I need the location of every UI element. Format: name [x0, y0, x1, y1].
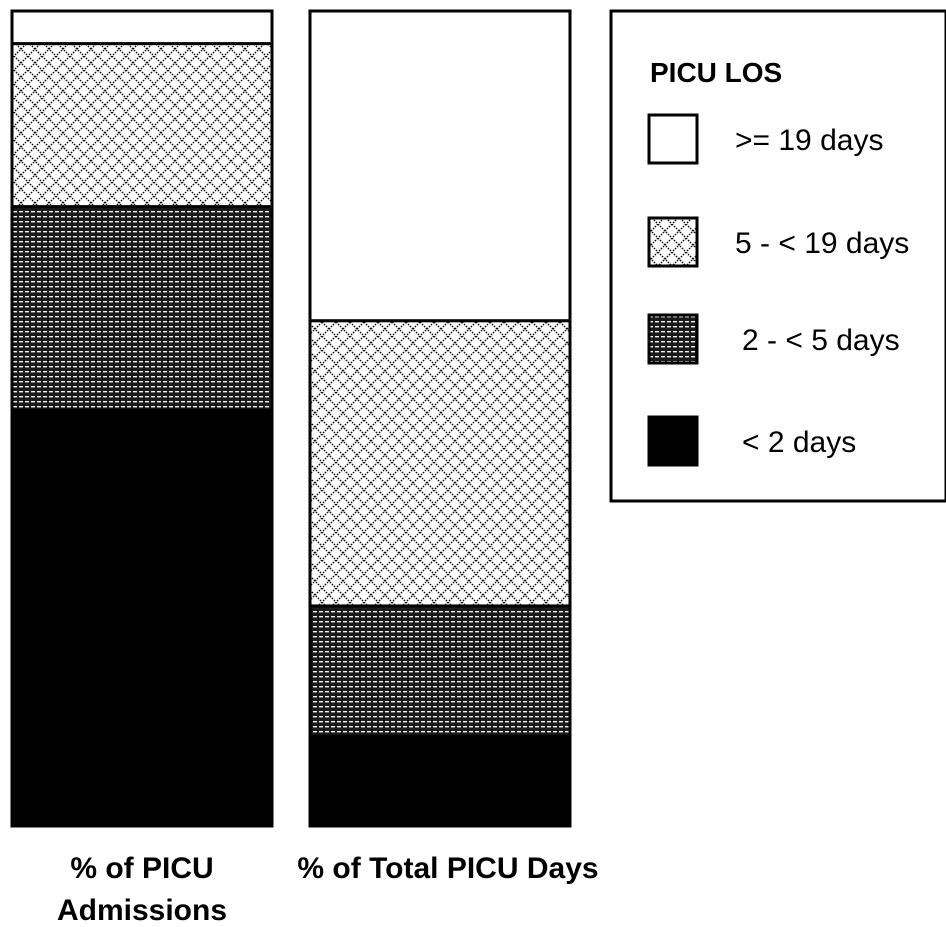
legend-title: PICU LOS: [650, 57, 782, 88]
category-label-1: % of PICU Admissions: [57, 852, 227, 927]
category-labels: % of PICU Admissions % of Total PICU Days: [57, 852, 599, 927]
bar-segment-of-picu-admissions-19-days: [10, 9, 274, 46]
bar-segment-of-picu-admissions-2-5-days: [10, 205, 274, 412]
legend-label-2-days: < 2 days: [742, 426, 856, 459]
legend-label-2-5-days: 2 - < 5 days: [742, 324, 900, 357]
legend: PICU LOS >= 19 days 5 - < 19 days 2 - < 5 …: [609, 9, 946, 503]
bar-segment-of-total-picu-days-2-5-days: [308, 604, 572, 738]
bar-segment-of-total-picu-days-19-days: [308, 9, 572, 323]
bars-group: [10, 9, 572, 828]
legend-swatch-19-days: [647, 113, 699, 165]
legend-label-5-19-days: 5 - < 19 days: [735, 227, 909, 260]
bar-segment-of-total-picu-days-2-days: [308, 734, 572, 828]
category-label-2: % of Total PICU Days: [297, 852, 598, 885]
bar-segment-of-total-picu-days-5-19-days: [308, 319, 572, 608]
bar-segment-of-picu-admissions-2-days: [10, 408, 274, 828]
legend-label-19-days: >= 19 days: [735, 124, 883, 157]
legend-items: >= 19 days 5 - < 19 days 2 - < 5 days < 2 d…: [647, 113, 909, 467]
bar-segment-of-picu-admissions-5-19-days: [10, 42, 274, 209]
legend-swatch-5-19-days: [647, 216, 699, 268]
legend-swatch-2-5-days: [647, 313, 699, 365]
legend-swatch-2-days: [647, 415, 699, 467]
